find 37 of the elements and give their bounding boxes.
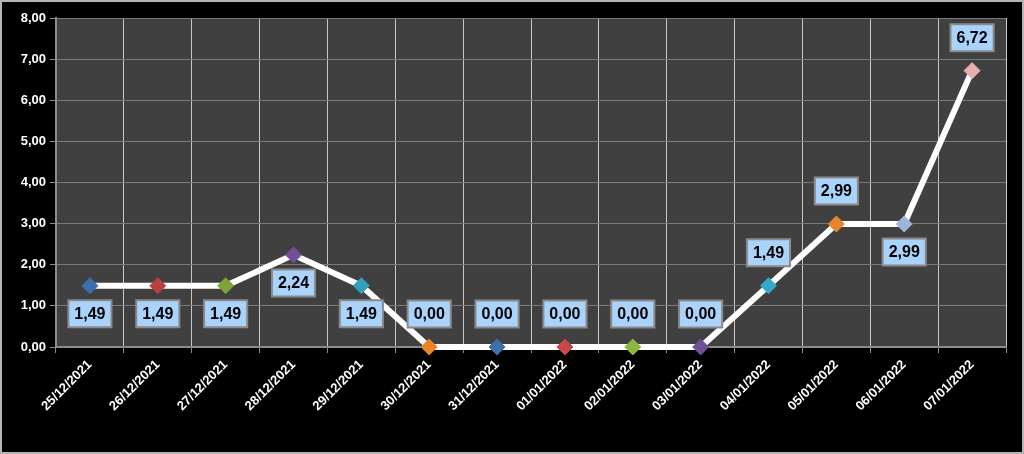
y-tick-label: 7,00 bbox=[20, 50, 46, 66]
point bbox=[81, 277, 99, 295]
data-label: 1,49 bbox=[210, 305, 242, 323]
y-tick-label: 1,00 bbox=[20, 297, 46, 313]
data-label: 0,00 bbox=[549, 305, 581, 323]
data-label: 1,49 bbox=[752, 244, 785, 262]
point bbox=[895, 215, 913, 233]
point bbox=[149, 277, 167, 295]
data-label: 1,49 bbox=[345, 305, 378, 323]
y-tick-label: 2,00 bbox=[20, 256, 46, 272]
point bbox=[285, 246, 302, 264]
y-tick-label: 0,00 bbox=[20, 338, 46, 354]
data-label: 0,00 bbox=[413, 305, 445, 323]
y-tick-label: 3,00 bbox=[20, 215, 46, 231]
data-label: 1,49 bbox=[74, 305, 106, 323]
point bbox=[692, 338, 710, 356]
data-label: 2,24 bbox=[277, 274, 310, 292]
y-tick-label: 6,00 bbox=[20, 91, 46, 107]
point bbox=[624, 338, 642, 356]
data-label: 6,72 bbox=[956, 29, 988, 47]
y-tick-label: 8,00 bbox=[20, 9, 46, 25]
point bbox=[963, 62, 981, 80]
data-label: 2,99 bbox=[820, 182, 853, 200]
point bbox=[420, 338, 438, 356]
data-label: 0,00 bbox=[481, 305, 513, 323]
point bbox=[488, 338, 506, 356]
point bbox=[352, 277, 370, 295]
point bbox=[827, 215, 845, 233]
data-label: 0,00 bbox=[685, 305, 717, 323]
data-label: 2,99 bbox=[888, 243, 920, 261]
point bbox=[556, 338, 574, 356]
point bbox=[760, 277, 777, 295]
point bbox=[217, 277, 235, 295]
y-tick-label: 4,00 bbox=[20, 174, 46, 190]
y-tick-label: 5,00 bbox=[20, 132, 46, 148]
data-label: 0,00 bbox=[617, 305, 649, 323]
data-label: 1,49 bbox=[142, 305, 174, 323]
